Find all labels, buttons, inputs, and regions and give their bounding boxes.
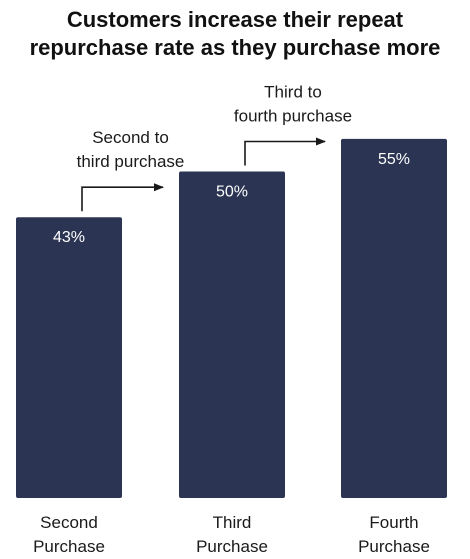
bar-value-label-2: 50% [216,184,248,201]
category-label-2-line-2: Purchase [196,537,268,556]
annotation-text-1-line-2: third purchase [77,152,185,171]
annotation-text-1-line-1: Second to [92,128,169,147]
annotation-arrow-1 [81,183,164,212]
category-label-1-line-1: Second [40,513,98,532]
bar-2 [179,171,285,498]
bar-value-label-3: 55% [378,151,410,168]
chart-title-line-2: repurchase rate as they purchase more [29,35,441,60]
bar-1 [16,217,122,498]
category-label-3-line-2: Purchase [358,537,430,556]
bar-value-label-1: 43% [53,229,85,246]
annotation-text-2-line-2: fourth purchase [234,107,352,126]
annotation-text-2-line-1: Third to [264,83,322,102]
category-label-2-line-1: Third [213,513,252,532]
bar-3 [341,138,447,498]
chart-title-line-1: Customers increase their repeat [66,7,404,32]
category-label-3-line-1: Fourth [369,513,418,532]
annotation-arrow-2 [244,137,326,166]
category-label-1-line-2: Purchase [33,537,105,556]
chart-title: Customers increase their repeat repurcha… [0,6,470,62]
